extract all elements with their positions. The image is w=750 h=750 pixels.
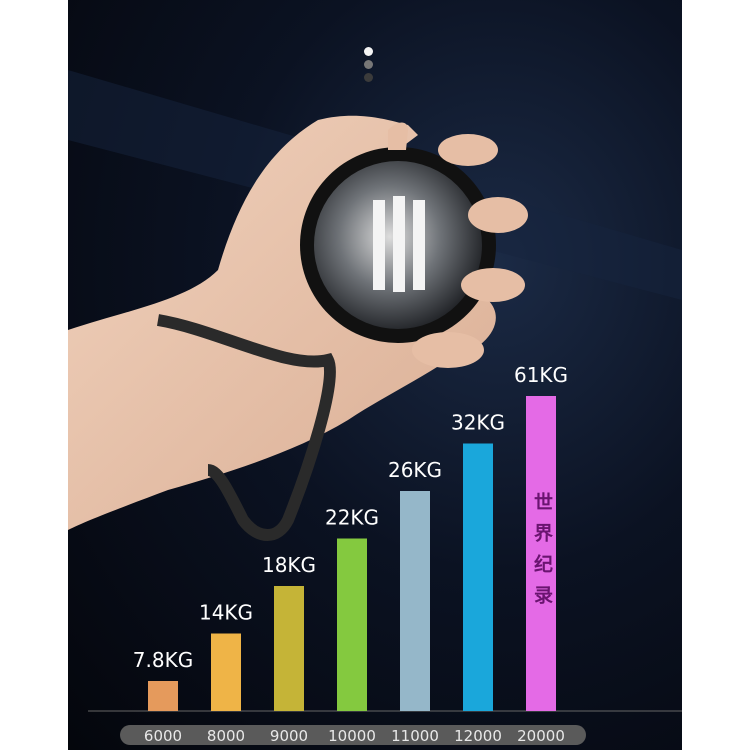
data-label: 7.8KG: [133, 648, 193, 672]
hand-with-gyro-ball-illustration: [68, 70, 682, 541]
pager-dot[interactable]: [364, 60, 373, 69]
bar-10000: [337, 538, 367, 711]
bar-6000: [148, 681, 178, 711]
x-tick-label: 8000: [207, 727, 245, 745]
bar-11000: [400, 491, 430, 711]
data-label: 26KG: [388, 458, 442, 482]
x-tick-label: 6000: [144, 727, 182, 745]
x-tick-label: 11000: [391, 727, 439, 745]
bar-9000: [274, 586, 304, 711]
pager-dot-active[interactable]: [364, 47, 373, 56]
x-tick-label: 9000: [270, 727, 308, 745]
pager-dot[interactable]: [364, 73, 373, 82]
data-label: 18KG: [262, 553, 316, 577]
bar-8000: [211, 633, 241, 711]
image-pager: [364, 47, 376, 86]
data-label: 32KG: [451, 411, 505, 435]
x-tick-label: 10000: [328, 727, 376, 745]
dark-background: [68, 0, 682, 750]
bar-12000: [463, 443, 493, 711]
data-label: 61KG: [514, 363, 568, 387]
x-axis-band: [120, 725, 586, 745]
world-record-annotation: 世界纪录: [531, 492, 553, 616]
data-label: 22KG: [325, 506, 379, 530]
bar-20000: [526, 396, 556, 711]
data-label: 14KG: [199, 601, 253, 625]
x-tick-label: 12000: [454, 727, 502, 745]
x-tick-label: 20000: [517, 727, 565, 745]
